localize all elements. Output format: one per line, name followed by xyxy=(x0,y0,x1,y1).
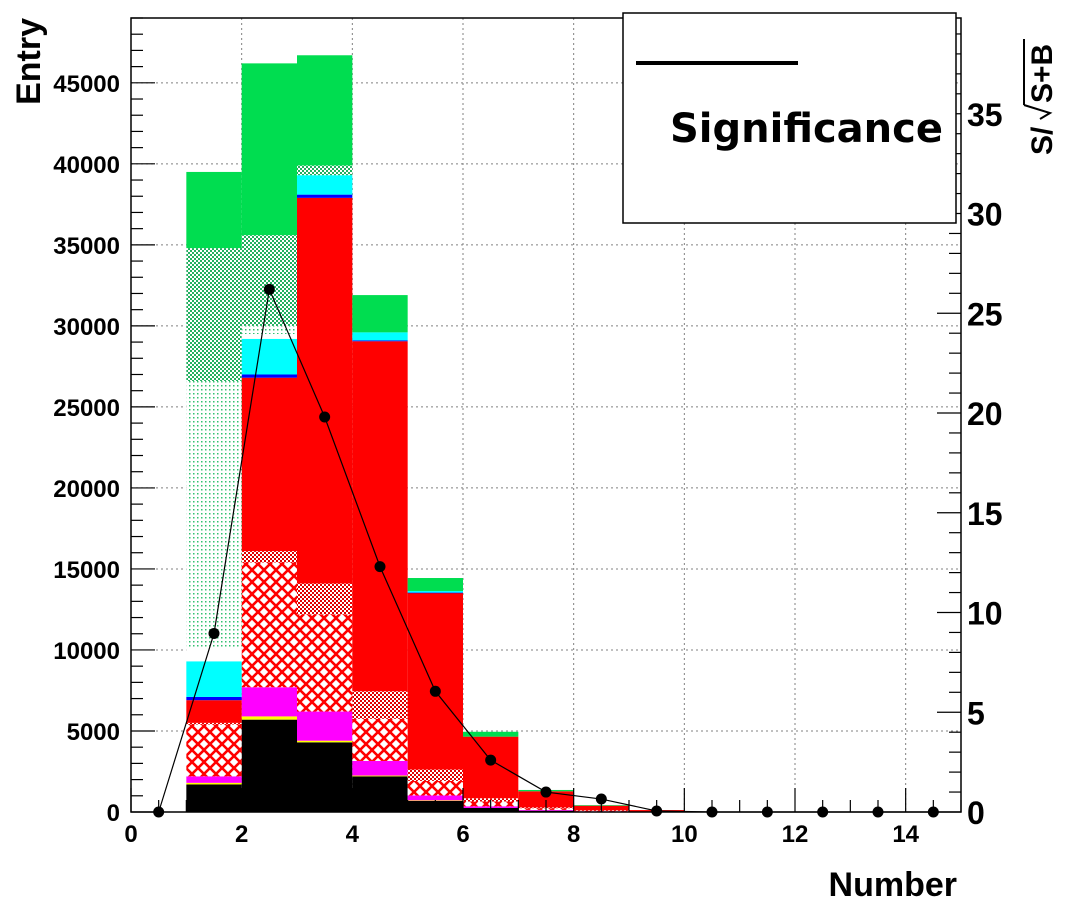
legend-entry-significance: Significance xyxy=(670,106,943,152)
y2-axis-title-radicand: S+B xyxy=(1026,44,1059,103)
bar-segment-series-4 xyxy=(297,583,353,615)
bar-segment-series-9 xyxy=(241,325,297,334)
bar-segment-series-11 xyxy=(463,731,519,737)
x-tick-label: 8 xyxy=(567,821,580,848)
y-axis-ticks: 0 5000 10000 15000 20000 25000 30000 35000 40000… xyxy=(53,17,155,827)
x-axis-title: Number xyxy=(829,866,957,904)
bar-segment-series-6 xyxy=(241,374,297,378)
y-tick-label: 5000 xyxy=(67,719,120,746)
bar-segment-series-6 xyxy=(297,194,353,198)
y2-tick-label: 25 xyxy=(967,296,1003,332)
y2-axis-title-text: S/ xyxy=(1026,126,1059,155)
bar-segment-series-7 xyxy=(407,590,463,593)
legend: Significance xyxy=(622,12,957,224)
y2-tick-label: 20 xyxy=(967,396,1003,432)
y-tick-label: 45000 xyxy=(53,71,120,98)
bar-segment-series-4 xyxy=(407,769,463,781)
x-tick-label: 12 xyxy=(782,821,809,848)
x-tick-label: 6 xyxy=(456,821,469,848)
bar-segment-series-10 xyxy=(297,165,353,176)
bar-segment-series-3 xyxy=(352,718,408,761)
bar-segment-series-5 xyxy=(241,377,297,552)
y2-tick-label: 30 xyxy=(967,197,1003,233)
significance-point xyxy=(485,754,497,766)
bar-segment-series-2 xyxy=(297,711,353,741)
bar-segment-series-4 xyxy=(186,722,242,725)
bar-segment-series-4 xyxy=(241,551,297,563)
bar-segment-series-1 xyxy=(352,775,408,777)
bar-segment-series-2 xyxy=(186,776,242,783)
significance-point xyxy=(595,793,607,805)
bar-segment-series-1 xyxy=(241,716,297,720)
bar-segment-series-7 xyxy=(186,661,242,697)
y-tick-label: 25000 xyxy=(53,395,120,422)
bar-segment-series-1 xyxy=(297,740,353,743)
y-tick-label: 0 xyxy=(107,800,120,827)
significance-point xyxy=(319,411,331,423)
bar-segment-series-7 xyxy=(297,175,353,195)
bar-segment-series-2 xyxy=(352,760,408,776)
y2-tick-label: 10 xyxy=(967,596,1003,632)
bar-segment-series-5 xyxy=(518,791,574,808)
x-tick-label: 14 xyxy=(892,821,919,848)
bar-segment-series-6 xyxy=(352,340,408,342)
y-axis-title: Entry xyxy=(10,18,48,105)
radical-sign xyxy=(1023,104,1053,120)
legend-box xyxy=(622,12,957,224)
bar-segment-series-2 xyxy=(241,687,297,717)
bar-segment-series-11 xyxy=(241,63,297,236)
x-tick-label: 0 xyxy=(124,821,137,848)
bar-segment-series-2 xyxy=(407,795,463,801)
significance-point xyxy=(540,786,552,798)
bar-segment-series-1 xyxy=(186,782,242,785)
y-tick-label: 35000 xyxy=(53,233,120,260)
y-tick-label: 20000 xyxy=(53,476,120,503)
y2-tick-label: 0 xyxy=(967,795,985,831)
bar-segment-series-5 xyxy=(186,700,242,723)
bar-segment-series-11 xyxy=(352,295,408,333)
significance-point xyxy=(208,627,220,639)
bar-segment-series-5 xyxy=(407,592,463,770)
bar-segment-series-10 xyxy=(186,248,242,381)
bar-segment-series-0 xyxy=(241,719,297,812)
bar-segment-series-5 xyxy=(463,736,519,799)
y2-tick-label: 5 xyxy=(967,695,985,731)
y-tick-label: 10000 xyxy=(53,638,120,665)
bar-segment-series-8 xyxy=(241,333,297,339)
y-tick-label: 30000 xyxy=(53,314,120,341)
bar-segment-series-3 xyxy=(297,614,353,712)
bar-segment-series-11 xyxy=(297,55,353,166)
bar-segment-series-11 xyxy=(407,578,463,591)
bar-segment-series-5 xyxy=(297,197,353,584)
bar-segment-series-3 xyxy=(241,562,297,688)
bar-segment-series-9 xyxy=(186,380,242,647)
bar-segment-series-7 xyxy=(352,332,408,341)
significance-point xyxy=(374,561,386,573)
y2-axis-title-group: S/S+B xyxy=(1023,39,1059,155)
y2-axis-ticks: 0 5 10 15 20 25 30 35 xyxy=(937,33,1003,831)
bar-segment-series-6 xyxy=(186,696,242,701)
y2-axis-title: S/S+B xyxy=(1023,39,1059,155)
bar-segment-series-6 xyxy=(407,592,463,594)
y2-tick-label: 15 xyxy=(967,496,1003,532)
bar-segment-series-3 xyxy=(407,780,463,796)
significance-point xyxy=(429,685,441,697)
y-tick-label: 40000 xyxy=(53,152,120,179)
bar-segment-series-4 xyxy=(352,691,408,719)
x-tick-label: 4 xyxy=(346,821,360,848)
x-tick-label: 10 xyxy=(671,821,698,848)
x-axis-ticks: 0 2 4 6 8 10 12 14 xyxy=(124,788,962,848)
x-tick-label: 2 xyxy=(235,821,248,848)
y-tick-label: 15000 xyxy=(53,557,120,584)
bar-segment-series-11 xyxy=(186,171,242,249)
bar-segment-series-7 xyxy=(241,338,297,375)
bar-segment-series-3 xyxy=(186,724,242,777)
bar-segment-series-8 xyxy=(186,646,242,662)
y2-tick-label: 35 xyxy=(967,97,1003,133)
bar-segment-series-4 xyxy=(463,798,519,802)
bar-segment-series-10 xyxy=(241,235,297,326)
bar-segment-series-5 xyxy=(352,341,408,692)
significance-point xyxy=(263,283,275,295)
